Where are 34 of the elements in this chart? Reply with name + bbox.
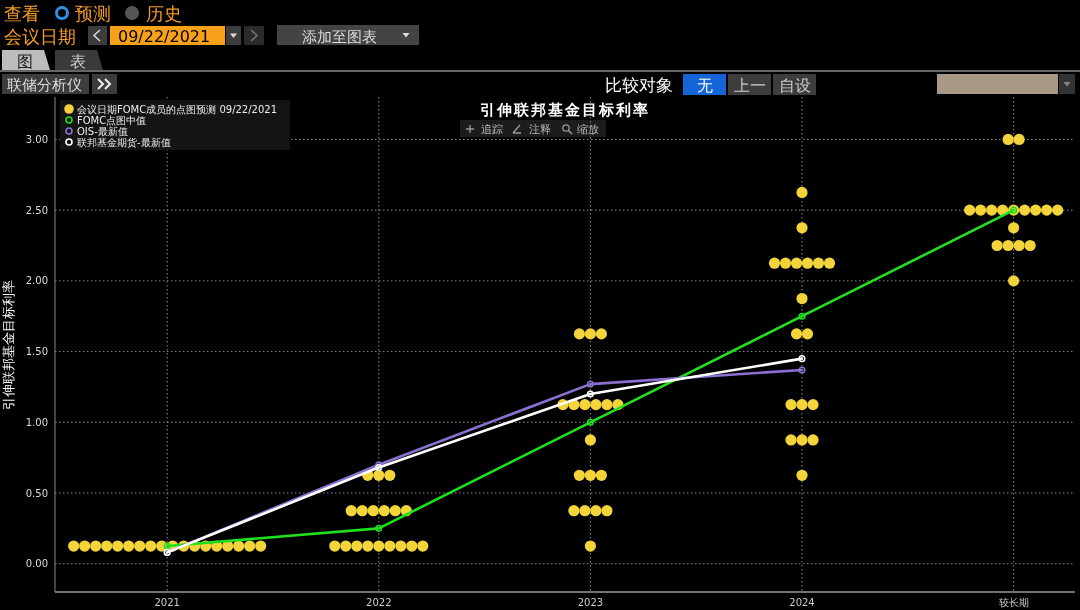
- text: 历史: [146, 3, 182, 24]
- text: 表: [70, 52, 86, 71]
- text: 09/22/2021: [118, 27, 211, 46]
- annotation: 注释: [529, 123, 551, 136]
- text: 上一: [733, 76, 766, 95]
- text: 图: [17, 52, 33, 71]
- annotation: 缩放: [577, 123, 599, 136]
- text: 自设: [778, 76, 811, 95]
- y-tick-label: 1.50: [25, 346, 48, 358]
- y-axis-title: 引伸联邦基金目标利率: [1, 279, 16, 410]
- legend-label: FOMC点图中值: [77, 114, 147, 126]
- annotation: 追踪: [481, 123, 503, 136]
- x-tick-label: 2024: [789, 597, 815, 608]
- y-tick-label: 2.00: [25, 275, 48, 287]
- x-tick-label: 2022: [366, 597, 392, 608]
- x-tick-label: 2021: [154, 597, 180, 608]
- text: 查看: [4, 3, 40, 24]
- text: 添加至图表: [301, 28, 377, 46]
- legend-label: 会议日期FOMC成员的点图预测 09/22/2021: [77, 103, 278, 115]
- legend-label: 联邦基金期货-最新值: [77, 136, 171, 148]
- text: 预测: [75, 3, 111, 24]
- text: 比较对象: [605, 75, 673, 95]
- chart-title: 引伸联邦基金目标利率: [480, 101, 650, 119]
- x-tick-label: 2023: [577, 597, 604, 608]
- text: 联储分析仪: [7, 76, 82, 94]
- x-tick-label: 较长期: [998, 597, 1029, 608]
- y-tick-label: 1.00: [25, 416, 48, 428]
- y-tick-label: 0.50: [25, 487, 48, 499]
- y-tick-label: 0.00: [25, 558, 48, 570]
- y-tick-label: 3.00: [25, 133, 48, 145]
- legend-label: OIS-最新值: [77, 125, 128, 137]
- y-tick-label: 2.50: [25, 204, 48, 216]
- text: 无: [696, 76, 713, 95]
- text: 会议日期: [4, 26, 76, 47]
